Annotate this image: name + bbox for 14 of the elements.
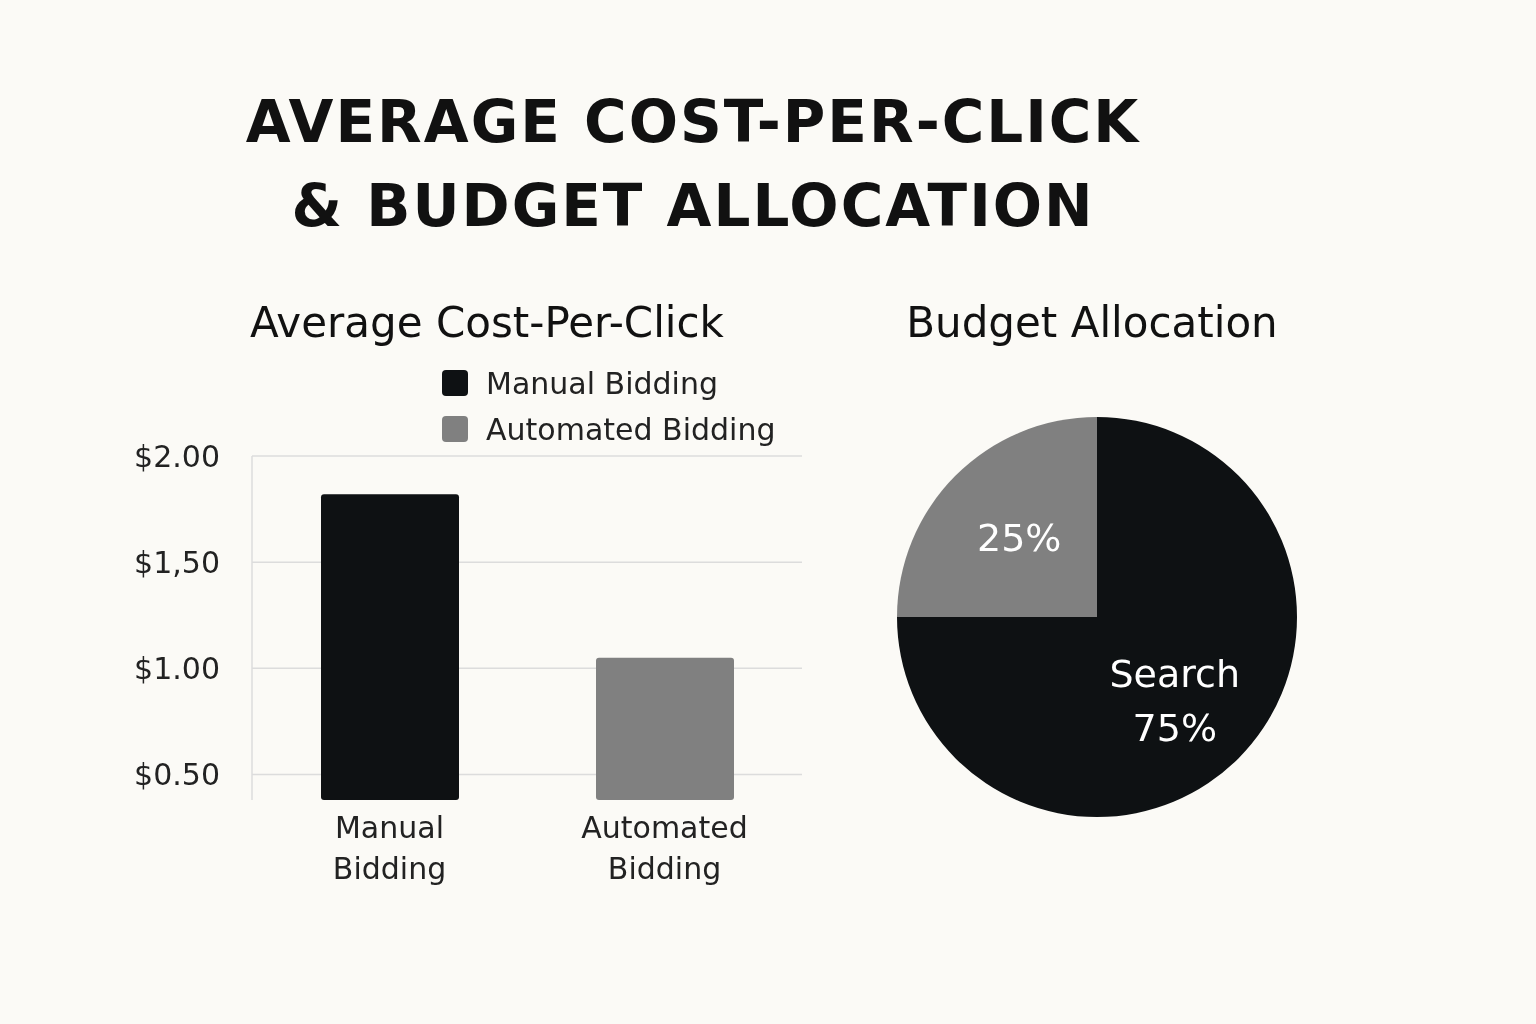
text: AVERAGE COST-PER-CLICK & BUDGET ALLOCATION: [244, 87, 1142, 242]
data-label: 25%: [976, 516, 1062, 561]
y-tick-label: $0.50: [134, 757, 220, 793]
y-tick-label: $1,50: [134, 544, 220, 580]
pie-slice: [897, 417, 1297, 817]
y-tick-label: $1.00: [134, 651, 220, 686]
chart-title: Average Cost-Per-Click: [249, 298, 725, 347]
chart-title: Budget Allocation: [905, 298, 1279, 347]
y-tick-label: $2.00: [134, 438, 220, 474]
data-label: 75%: [1132, 705, 1218, 750]
slice-label: Search: [1109, 651, 1241, 696]
pie-slice: [897, 417, 1097, 617]
legend-label: Automated Bidding: [486, 411, 776, 447]
legend-label: Manual Bidding: [486, 365, 718, 401]
